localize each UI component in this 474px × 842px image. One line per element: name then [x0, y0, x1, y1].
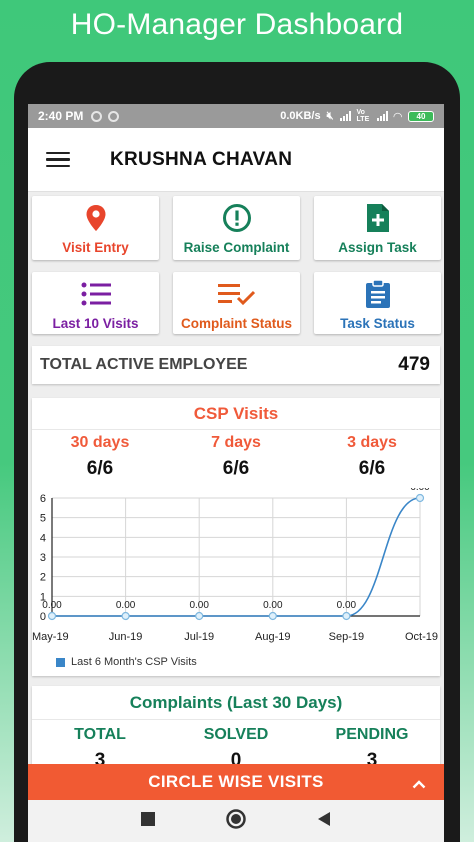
x-tick-label: Sep-19: [329, 631, 364, 643]
app-bar: KRUSHNA CHAVAN: [28, 128, 444, 192]
csp-30-days-value: 6/6: [86, 458, 114, 479]
assign-task-tile[interactable]: Assign Task: [314, 196, 441, 260]
data-point: [195, 611, 204, 621]
complaints-solved-label: SOLVED: [203, 726, 269, 743]
csp-visits-title: CSP Visits: [32, 398, 440, 430]
x-tick-label: Jul-19: [184, 631, 214, 643]
legend-swatch: [56, 657, 65, 667]
complaints-solved-value: 0: [230, 750, 242, 771]
active-employee-card: TOTAL ACTIVE EMPLOYEE 479: [32, 346, 440, 384]
recents-icon[interactable]: [141, 811, 155, 831]
complaints-total: TOTAL 3: [32, 720, 168, 772]
x-tick-label: Aug-19: [255, 631, 290, 643]
data-point: [47, 611, 57, 621]
csp-30-days: 30 days 6/6: [32, 430, 168, 488]
add-document-icon: [365, 202, 391, 234]
complaints-title: Complaints (Last 30 Days): [32, 686, 440, 720]
complaints-pending-label: PENDING: [335, 726, 409, 743]
notification-icon-2: [108, 110, 120, 122]
volte-label: Vo LTE: [356, 109, 370, 123]
notification-icon: [91, 110, 103, 122]
y-tick-label: 2: [40, 572, 46, 584]
signal-icon: [339, 111, 351, 121]
complaints-pending: PENDING 3: [304, 720, 440, 772]
map-pin-icon: [85, 202, 107, 234]
data-point: [415, 493, 425, 503]
alert-circle-icon: [222, 202, 252, 234]
data-point: [268, 611, 277, 621]
csp-visits-card: CSP Visits 30 days 6/6 7 days 6/6 3 days…: [32, 398, 440, 676]
data-label: 6.00: [410, 488, 430, 493]
csp-3-days-label: 3 days: [347, 434, 397, 451]
system-nav-bar: [28, 800, 444, 842]
y-tick-label: 3: [40, 552, 46, 564]
banner-title: HO-Manager Dashboard: [70, 8, 404, 41]
user-name: KRUSHNA CHAVAN: [110, 148, 293, 170]
legend-label: Last 6 Month's CSP Visits: [71, 656, 197, 668]
y-tick-label: 0: [40, 611, 46, 623]
active-employee-count: 479: [398, 354, 430, 375]
task-status-label: Task Status: [340, 316, 415, 331]
csp-3-days: 3 days 6/6: [304, 430, 440, 488]
task-status-tile[interactable]: Task Status: [314, 272, 441, 334]
data-point: [342, 611, 351, 621]
back-icon[interactable]: [317, 811, 331, 832]
data-label: 0.00: [116, 600, 136, 611]
active-employee-label: TOTAL ACTIVE EMPLOYEE: [40, 356, 248, 373]
raise-complaint-tile[interactable]: Raise Complaint: [173, 196, 300, 260]
data-label: 0.00: [189, 600, 209, 611]
list-icon: [81, 278, 111, 310]
data-point: [121, 611, 130, 621]
status-bar: 2:40 PM 0.0KB/s 🔇︎ Vo LTE ◠ 40: [28, 104, 444, 128]
complaints-total-label: TOTAL: [74, 726, 126, 743]
battery-icon: 40: [408, 110, 434, 122]
assign-task-label: Assign Task: [338, 240, 417, 255]
y-tick-label: 4: [40, 532, 46, 544]
y-tick-label: 5: [40, 513, 46, 525]
menu-icon[interactable]: [46, 151, 70, 168]
data-label: 0.00: [337, 600, 357, 611]
signal-icon-2: [376, 111, 388, 121]
data-label: 0.00: [42, 600, 62, 611]
csp-30-days-label: 30 days: [70, 434, 130, 451]
y-tick-label: 1: [40, 591, 46, 603]
x-tick-label: May-19: [32, 631, 69, 643]
csp-7-days-value: 6/6: [222, 458, 250, 479]
complaints-pending-value: 3: [366, 750, 378, 771]
checklist-icon: [217, 278, 256, 310]
circle-wise-visits-button[interactable]: CIRCLE WISE VISITS: [28, 764, 444, 800]
complaint-status-label: Complaint Status: [180, 316, 292, 331]
visit-entry-label: Visit Entry: [62, 240, 129, 255]
data-label: 0.00: [263, 600, 283, 611]
last-10-visits-tile[interactable]: Last 10 Visits: [32, 272, 159, 334]
app-screen: 2:40 PM 0.0KB/s 🔇︎ Vo LTE ◠ 40 KRUSHNA C…: [28, 104, 444, 842]
chart-legend: Last 6 Month's CSP Visits: [56, 656, 197, 668]
csp-3-days-value: 6/6: [358, 458, 386, 479]
network-speed: 0.0KB/s: [280, 110, 321, 122]
y-tick-label: 6: [40, 493, 46, 505]
csp-line-chart: 0 1 2 3 4 5 6 May-19 Jun-19 Jul-19 Aug-19 Sep-19 Oct…: [32, 488, 438, 643]
mute-icon: 🔇︎: [326, 109, 334, 122]
home-icon[interactable]: [225, 808, 247, 835]
status-time: 2:40 PM: [38, 109, 84, 123]
x-tick-label: Oct-19: [405, 631, 438, 643]
complaints-total-value: 3: [94, 750, 106, 771]
wifi-icon: ◠: [393, 110, 402, 123]
clipboard-icon: [365, 278, 391, 310]
csp-7-days-label: 7 days: [211, 434, 261, 451]
last-10-visits-label: Last 10 Visits: [52, 316, 139, 331]
circle-wise-visits-label: CIRCLE WISE VISITS: [148, 772, 324, 791]
x-tick-label: Jun-19: [109, 631, 143, 643]
csp-7-days: 7 days 6/6: [168, 430, 304, 488]
raise-complaint-label: Raise Complaint: [183, 240, 290, 255]
complaint-status-tile[interactable]: Complaint Status: [173, 272, 300, 334]
visit-entry-tile[interactable]: Visit Entry: [32, 196, 159, 260]
complaints-solved: SOLVED 0: [168, 720, 304, 772]
chevron-up-icon[interactable]: [412, 774, 426, 794]
